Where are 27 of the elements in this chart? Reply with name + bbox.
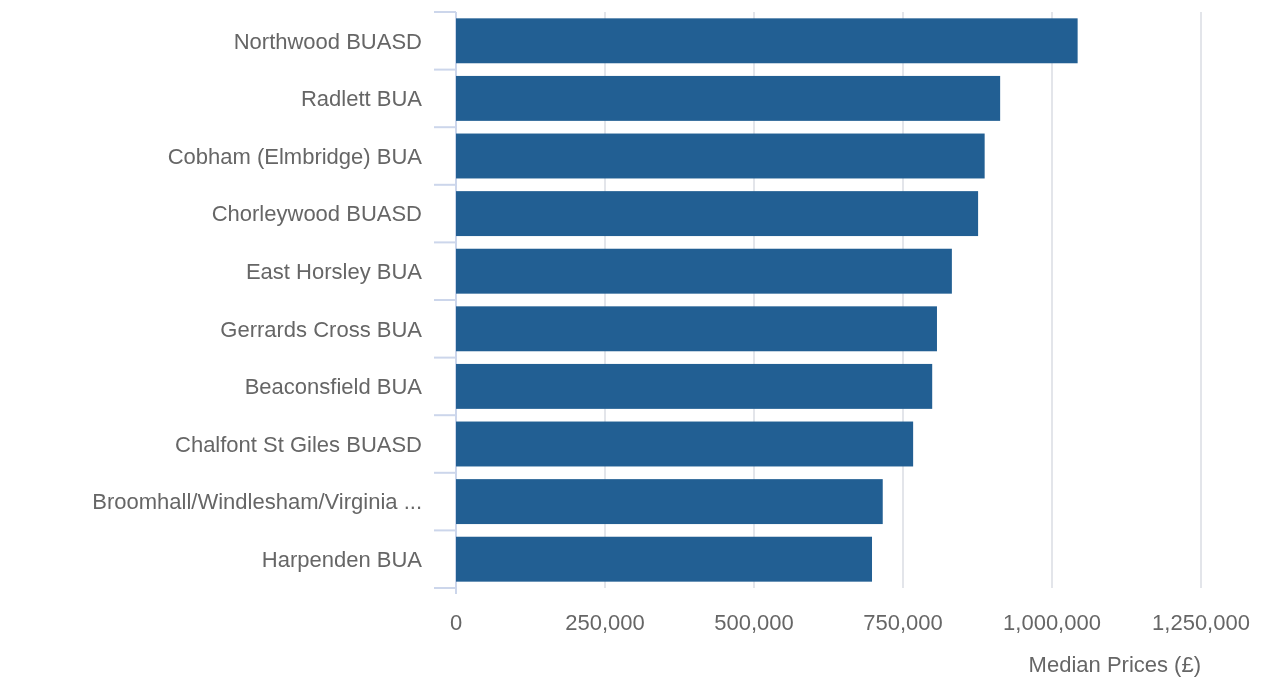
x-tick-label: 0 [449,610,463,635]
bar [456,75,1001,121]
bar [456,536,873,582]
y-tick-label: Chalfont St Giles BUASD [175,431,422,457]
y-tick-label: East Horsley BUA [245,258,423,284]
x-tick-label: 1,000,000 [1003,610,1101,635]
bar [456,18,1078,64]
bar [456,363,933,409]
y-tick-label: Radlett BUA [300,86,423,112]
x-tick-label: 500,000 [714,610,794,635]
bar [456,133,985,179]
y-tick-label: Chorleywood BUASD [211,201,422,227]
y-tick-label: Broomhall/Windlesham/Virginia ... [92,489,422,515]
y-tick-label: Harpenden BUA [261,546,423,572]
bar [456,479,883,525]
x-tick-label: 250,000 [565,610,645,635]
y-tick-label: Cobham (Elmbridge) BUA [167,143,423,169]
bar [456,306,937,352]
bar [456,421,914,467]
x-tick-label: 750,000 [863,610,943,635]
x-axis-title: Median Prices (£) [1028,652,1201,677]
bar [456,248,952,294]
y-tick-label: Northwood BUASD [233,28,422,54]
y-tick-label: Gerrards Cross BUA [220,316,423,342]
bar [456,191,979,237]
x-tick-label: 1,250,000 [1152,610,1250,635]
y-tick-label: Beaconsfield BUA [244,374,423,400]
